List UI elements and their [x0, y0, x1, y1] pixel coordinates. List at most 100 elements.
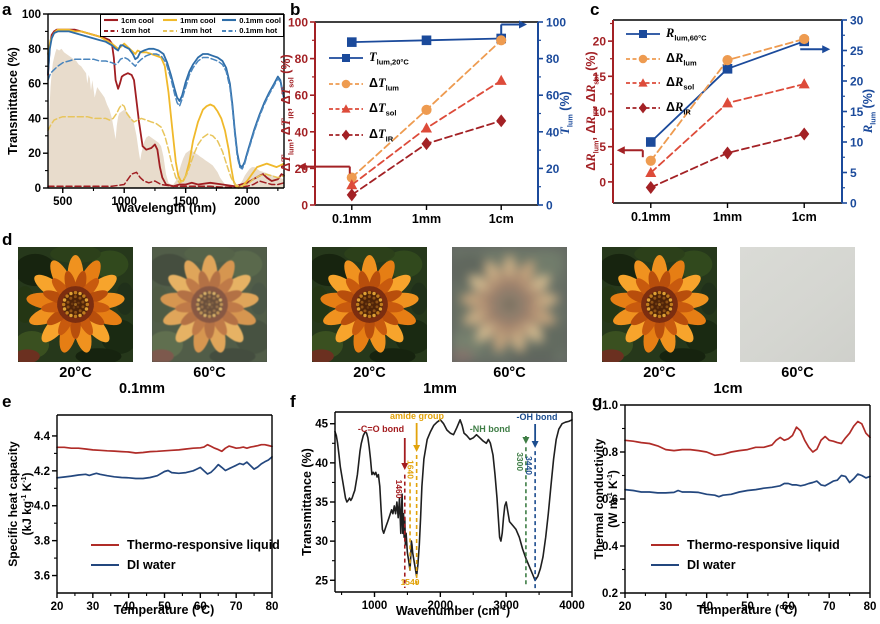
- panel-b-chart: 0 20 40 60 80 100 0 20 40 60 80 100 0.1mm 1mm 1cm: [288, 16, 566, 227]
- svg-text:0: 0: [301, 199, 308, 213]
- photo-0.1mm-20C: [18, 247, 133, 362]
- svg-text:-NH bond: -NH bond: [470, 424, 511, 434]
- svg-text:5: 5: [850, 166, 857, 180]
- temp-label: 60°C: [493, 365, 526, 381]
- svg-text:60: 60: [28, 79, 41, 91]
- svg-text:1mm: 1mm: [412, 212, 441, 226]
- photo-1mm-60C: [452, 247, 567, 362]
- svg-text:0.2: 0.2: [602, 588, 618, 600]
- haze-overlay: [152, 247, 267, 362]
- legend-item: 1mm cool: [162, 16, 221, 25]
- legend-line-sample: [222, 29, 237, 32]
- svg-text:1.0: 1.0: [602, 400, 618, 412]
- panel-b: b 0 20 40 60 80 100 0 20 40 60 80 100 0.1mm 1mm 1cm Tl…: [278, 0, 590, 230]
- svg-text:50: 50: [741, 601, 754, 613]
- photo-1mm-20C: [312, 247, 427, 362]
- panel-g-chart: 20 30 40 50 60 70 80 0.2 0.4 0.6 0.8 1.0: [602, 400, 877, 613]
- legend-item: ΔTIR: [328, 127, 409, 143]
- svg-text:60: 60: [295, 89, 309, 103]
- flower-photo-image: [152, 247, 267, 362]
- temp-label: 20°C: [353, 365, 386, 381]
- panel-g-legend: Thermo-responsive liquid DI water: [650, 538, 840, 572]
- svg-text:2000: 2000: [428, 600, 454, 612]
- svg-text:1cm: 1cm: [792, 210, 817, 224]
- svg-text:-C=O bond: -C=O bond: [358, 424, 404, 434]
- svg-text:80: 80: [266, 601, 279, 613]
- legend-item: Thermo-responsive liquid: [90, 538, 280, 552]
- svg-text:0: 0: [599, 175, 606, 189]
- thickness-label-1mm: 1mm: [423, 381, 457, 397]
- panel-c-label: c: [590, 0, 600, 19]
- legend-line-sample: [163, 29, 178, 32]
- svg-text:20: 20: [593, 35, 607, 49]
- svg-text:80: 80: [295, 52, 309, 66]
- panel-g: g 20 30 40 50 60 70 80 0.2 0.4 0.6 0.8 1.0 Thermo-r…: [590, 392, 880, 624]
- panel-a-legend: 1cm cool 1cm hot 1mm cool 1mm hot 0.1mm cool…: [100, 14, 284, 37]
- legend-item: 0.1mm hot: [221, 26, 281, 35]
- svg-text:amide group: amide group: [390, 411, 445, 421]
- panel-e-ylabel: Specific heat capacity (kJ kg-1 K-1): [6, 441, 35, 566]
- svg-text:0.6: 0.6: [602, 494, 618, 506]
- svg-text:70: 70: [230, 601, 243, 613]
- haze-overlay: [452, 247, 567, 362]
- svg-text:0.4: 0.4: [602, 541, 619, 553]
- svg-text:1640: 1640: [406, 460, 416, 479]
- svg-text:40: 40: [315, 458, 328, 470]
- svg-text:100: 100: [288, 16, 308, 30]
- panel-e-ylabel-line2: (kJ kg-1 K-1): [20, 472, 34, 536]
- svg-text:40: 40: [700, 601, 713, 613]
- svg-text:1000: 1000: [111, 196, 137, 208]
- svg-text:3.6: 3.6: [34, 571, 50, 583]
- svg-text:-OH bond: -OH bond: [517, 412, 558, 422]
- panel-f-ylabel: Transmittance (%): [300, 448, 314, 556]
- svg-text:30: 30: [315, 536, 328, 548]
- temp-label: 20°C: [59, 365, 92, 381]
- svg-text:3000: 3000: [493, 600, 519, 612]
- svg-text:60: 60: [194, 601, 207, 613]
- panel-b-label: b: [290, 0, 301, 19]
- panel-f: f -C=O bond 1460 1540 amide group 1640 -NH bo…: [290, 392, 590, 624]
- legend-item: 1cm hot: [103, 26, 162, 35]
- thickness-label-0.1mm: 0.1mm: [119, 381, 165, 397]
- legend-line-sample: [329, 79, 363, 89]
- svg-text:45: 45: [315, 419, 328, 431]
- legend-item: ΔRlum: [625, 51, 707, 67]
- svg-text:40: 40: [122, 601, 135, 613]
- thickness-label-1cm: 1cm: [713, 381, 743, 397]
- panel-f-chart: -C=O bond 1460 1540 amide group 1640 -NH bond…: [315, 411, 585, 612]
- panel-d-photos: d 20°C 60°C 20°C 60°C 20°C 60°C 0.1mm 1m…: [0, 230, 880, 397]
- legend-item: ΔTlum: [328, 76, 409, 92]
- svg-text:0: 0: [35, 183, 41, 195]
- temp-label: 20°C: [643, 365, 676, 381]
- legend-line-sample: [651, 563, 679, 567]
- legend-line-sample: [222, 19, 237, 22]
- panel-b-legend: Tlum,20°C ΔTlum ΔTsol ΔTIR: [328, 50, 409, 143]
- photo-0.1mm-60C: [152, 247, 267, 362]
- svg-text:0.8: 0.8: [602, 447, 619, 459]
- legend-item: ΔRsol: [625, 75, 707, 92]
- flower-photo-image: [18, 247, 133, 362]
- panel-b-left-axis-label: ΔTlum, ΔTIR, ΔTsol (%): [278, 54, 296, 172]
- svg-text:4.0: 4.0: [34, 501, 50, 513]
- temp-label: 60°C: [193, 365, 226, 381]
- svg-text:30: 30: [659, 601, 672, 613]
- svg-text:0: 0: [850, 197, 857, 211]
- panel-c-right-axis-label: Rlum (%): [860, 88, 878, 134]
- legend-line-sample: [626, 30, 660, 39]
- svg-text:0.1mm: 0.1mm: [332, 212, 372, 226]
- svg-text:1540: 1540: [401, 577, 420, 587]
- svg-text:4000: 4000: [559, 600, 585, 612]
- svg-text:100: 100: [22, 9, 41, 21]
- panel-g-ylabel-line2: (W m-1 K-1): [606, 470, 620, 528]
- panel-e-xlabel: Temperature (°C): [113, 603, 215, 617]
- svg-text:10: 10: [850, 136, 864, 150]
- svg-text:80: 80: [864, 601, 877, 613]
- svg-text:50: 50: [158, 601, 171, 613]
- panel-a-label: a: [2, 0, 12, 19]
- svg-text:20: 20: [28, 148, 41, 160]
- legend-line-sample: [329, 54, 363, 63]
- panel-f-xlabel: Wavenumber (cm-1): [395, 603, 511, 619]
- svg-text:5: 5: [599, 140, 606, 154]
- panel-f-label: f: [290, 392, 296, 411]
